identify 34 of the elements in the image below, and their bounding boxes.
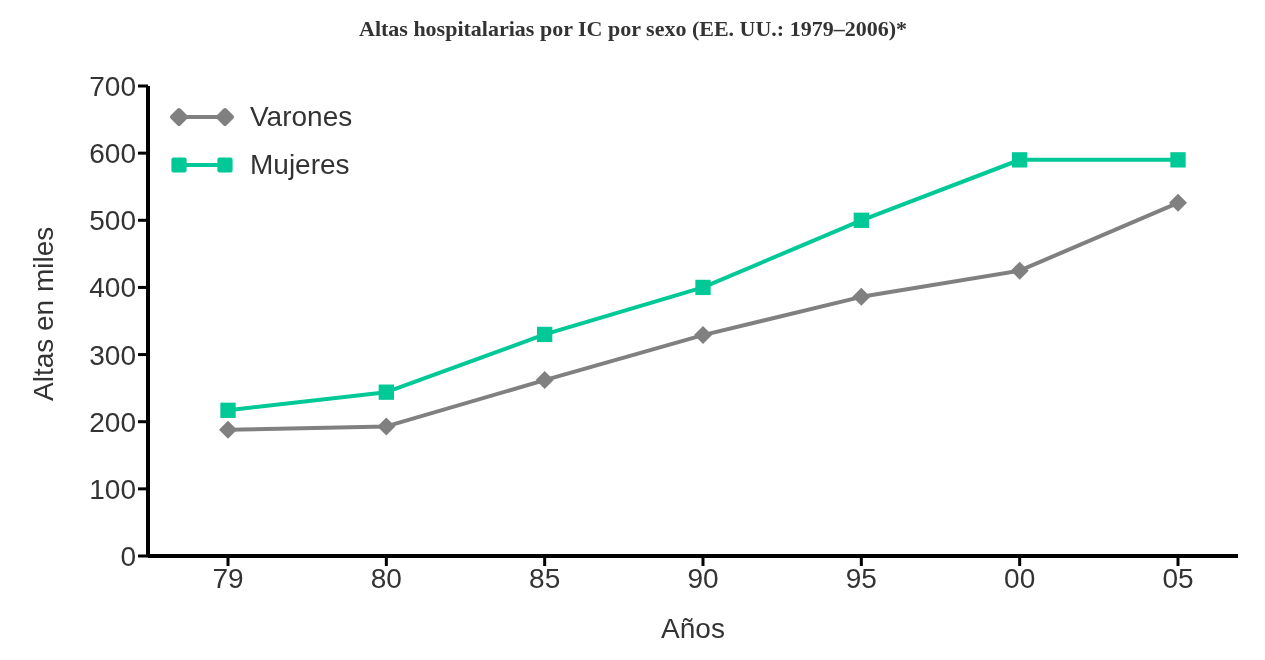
point <box>694 326 712 345</box>
point <box>852 287 871 306</box>
point <box>1010 261 1029 280</box>
y-tick-label: 200 <box>89 406 136 438</box>
x-axis-title: Años <box>661 613 725 644</box>
legend-label: Mujeres <box>250 149 350 181</box>
point <box>537 326 553 343</box>
y-tick-label: 300 <box>89 339 136 371</box>
x-tick-label: 05 <box>1162 562 1194 594</box>
y-tick-label: 0 <box>120 540 136 572</box>
point <box>853 212 869 228</box>
x-tick-label: 90 <box>687 562 719 594</box>
point <box>1170 152 1186 168</box>
point <box>219 420 237 439</box>
x-tick-label: 85 <box>529 562 561 594</box>
legend-label: Varones <box>250 101 353 133</box>
point <box>378 384 394 400</box>
y-tick-label: 400 <box>89 272 136 304</box>
point <box>1012 152 1028 168</box>
point <box>377 417 396 436</box>
point <box>535 371 554 390</box>
x-tick-label: 00 <box>1004 562 1036 594</box>
y-tick-label: 500 <box>89 205 136 237</box>
chart-title: Altas hospitalarias por IC por sexo (EE. UU.: 1979–2006)* <box>358 15 908 43</box>
x-tick-label: 95 <box>845 562 877 594</box>
y-tick-label: 700 <box>89 70 136 102</box>
point <box>695 279 711 296</box>
y-tick-label: 100 <box>89 473 136 505</box>
x-tick-label: 80 <box>370 562 402 594</box>
y-tick-label: 600 <box>89 138 136 170</box>
y-axis-title: Altas en miles <box>27 226 59 401</box>
x-tick-label: 79 <box>212 562 244 594</box>
point <box>220 402 236 418</box>
point <box>1169 193 1187 212</box>
